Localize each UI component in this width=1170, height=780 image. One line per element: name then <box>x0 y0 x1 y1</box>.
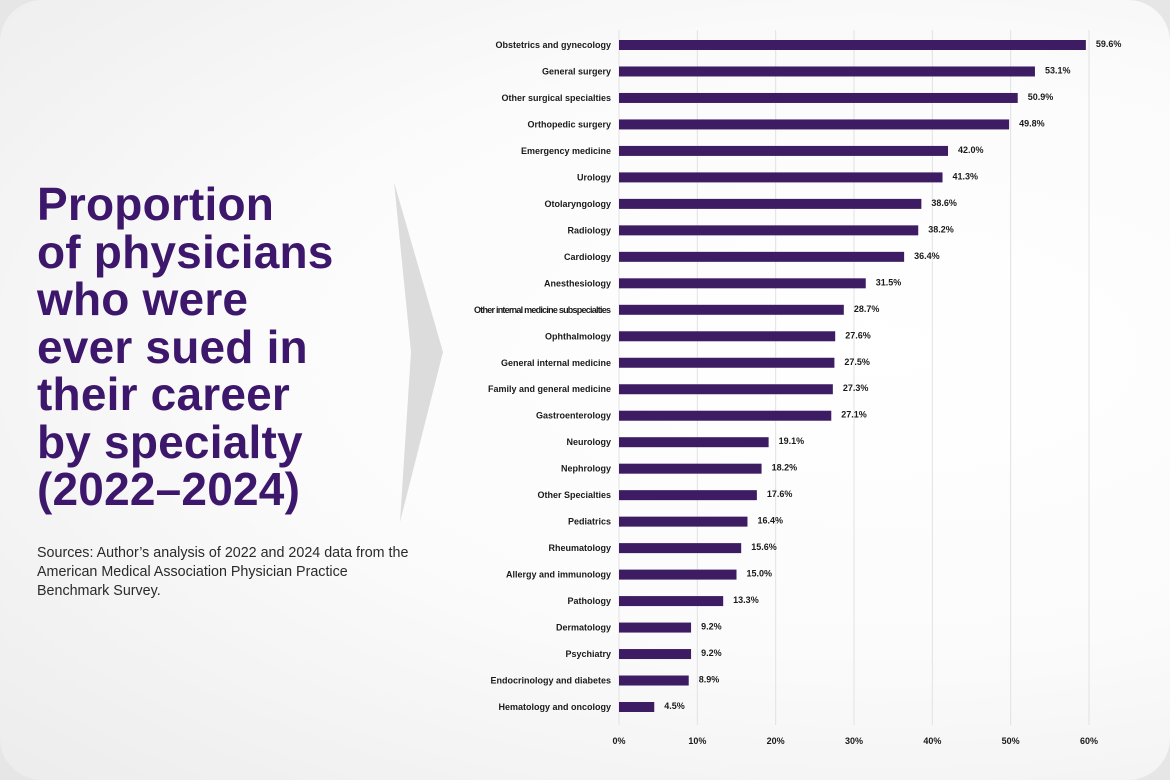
bar <box>619 357 835 368</box>
value-label: 53.1% <box>1045 65 1071 75</box>
bar <box>619 516 748 527</box>
category-label: Otolaryngology <box>544 199 611 209</box>
category-label: Gastroenterology <box>536 411 611 421</box>
bar <box>619 596 724 607</box>
category-label: Urology <box>577 172 611 182</box>
title-line: of physicians <box>37 225 334 278</box>
value-label: 27.3% <box>843 383 869 393</box>
value-label: 28.7% <box>854 304 880 314</box>
x-tick-label: 30% <box>845 736 863 746</box>
title-line: (2022–2024) <box>37 463 301 515</box>
title-line: who were <box>37 273 249 325</box>
category-label: Pathology <box>567 596 611 606</box>
category-label: Other Specialties <box>537 490 611 500</box>
category-label: Obstetrics and gynecology <box>495 40 611 50</box>
value-label: 16.4% <box>757 516 783 526</box>
x-tick-label: 60% <box>1080 736 1098 746</box>
bar <box>619 331 836 342</box>
value-label: 27.6% <box>845 330 871 340</box>
bar <box>619 649 692 660</box>
category-label: General surgery <box>542 66 611 76</box>
chevron-arrow-icon <box>394 182 443 522</box>
bar <box>619 304 844 315</box>
title-line: their career <box>37 368 290 420</box>
category-label: Emergency medicine <box>521 146 611 156</box>
value-label: 27.5% <box>844 357 870 367</box>
bar <box>619 92 1018 103</box>
category-label: General internal medicine <box>501 358 611 368</box>
sources-note: Sources: Author’s analysis of 2022 and 2… <box>37 545 409 599</box>
x-tick-label: 10% <box>688 736 706 746</box>
value-label: 19.1% <box>779 436 805 446</box>
category-label: Hematology and oncology <box>498 702 611 712</box>
x-tick-label: 0% <box>612 736 625 746</box>
value-label: 59.6% <box>1096 39 1122 49</box>
bar <box>619 66 1035 77</box>
category-label: Endocrinology and diabetes <box>490 676 611 686</box>
value-label: 9.2% <box>701 648 722 658</box>
value-label: 8.9% <box>699 675 720 685</box>
value-label: 15.0% <box>747 569 773 579</box>
category-label: Radiology <box>567 225 611 235</box>
bar <box>619 278 866 289</box>
bar <box>619 437 769 448</box>
x-tick-label: 40% <box>923 736 941 746</box>
value-label: 36.4% <box>914 251 940 261</box>
page-title: Proportion of physicians who were ever s… <box>37 178 397 515</box>
value-label: 9.2% <box>701 622 722 632</box>
category-label: Other internal medicine subspecialties <box>474 305 611 315</box>
category-label: Family and general medicine <box>488 384 611 394</box>
value-label: 15.6% <box>751 542 777 552</box>
bar <box>619 251 905 262</box>
bar <box>619 198 922 209</box>
title-line: Proportion <box>37 178 275 230</box>
bar <box>619 119 1010 130</box>
x-tick-label: 20% <box>767 736 785 746</box>
value-label: 49.8% <box>1019 118 1045 128</box>
category-label: Dermatology <box>556 623 611 633</box>
category-label: Cardiology <box>564 252 611 262</box>
x-tick-label: 50% <box>1002 736 1020 746</box>
value-label: 4.5% <box>664 701 685 711</box>
category-label: Orthopedic surgery <box>527 119 611 129</box>
bar <box>619 463 762 474</box>
bar <box>619 543 742 554</box>
bar <box>619 702 655 712</box>
bar <box>619 675 689 686</box>
value-label: 27.1% <box>841 410 867 420</box>
category-label: Rheumatology <box>548 543 611 553</box>
category-label: Nephrology <box>561 464 611 474</box>
bar <box>619 172 943 183</box>
category-label: Other surgical specialties <box>501 93 611 103</box>
bar <box>619 490 757 501</box>
category-label: Psychiatry <box>565 649 611 659</box>
category-label: Pediatrics <box>568 517 611 527</box>
bar <box>619 145 948 156</box>
title-line: by specialty <box>37 415 303 468</box>
value-label: 17.6% <box>767 489 793 499</box>
value-label: 31.5% <box>876 277 902 287</box>
value-label: 42.0% <box>958 145 984 155</box>
value-label: 41.3% <box>953 171 979 181</box>
category-label: Ophthalmology <box>545 331 611 341</box>
bar <box>619 40 1086 50</box>
bar <box>619 622 692 633</box>
category-label: Anesthesiology <box>544 278 611 288</box>
value-label: 18.2% <box>772 463 798 473</box>
value-label: 13.3% <box>733 595 759 605</box>
value-label: 38.2% <box>928 224 954 234</box>
category-label: Neurology <box>566 437 611 447</box>
value-label: 50.9% <box>1028 92 1054 102</box>
value-label: 38.6% <box>931 198 957 208</box>
category-label: Allergy and immunology <box>506 570 611 580</box>
bar <box>619 384 833 395</box>
bar <box>619 225 919 236</box>
title-line: ever sued in <box>37 320 308 373</box>
bar <box>619 410 832 421</box>
bar <box>619 569 737 580</box>
